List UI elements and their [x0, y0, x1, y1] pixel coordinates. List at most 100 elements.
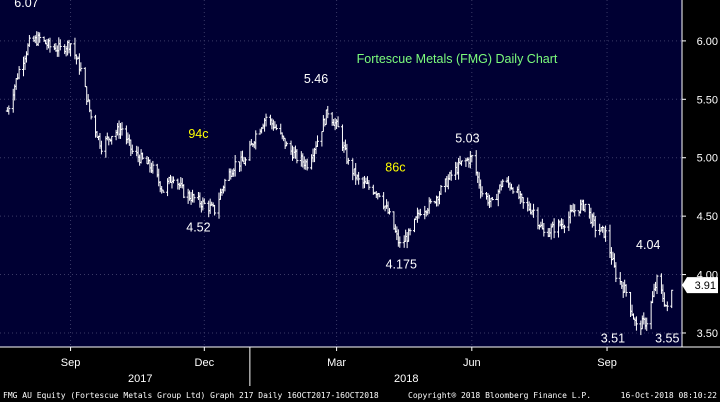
footer-copyright: Copyright® 2018 Bloomberg Finance L.P. [408, 391, 591, 400]
price-bar [274, 124, 278, 131]
y-tick-label: 6.00 [697, 36, 718, 48]
price-bar [336, 116, 340, 128]
footer-bar [0, 386, 720, 402]
price-bar [120, 122, 124, 136]
price-bar [562, 224, 566, 234]
price-bar [614, 262, 618, 283]
price-bar [542, 222, 546, 237]
price-bar [69, 43, 73, 57]
last-price-marker: 3.91 [682, 277, 718, 294]
price-bar [429, 198, 433, 204]
price-bar [418, 208, 422, 216]
price-bar [27, 34, 31, 47]
x-tick-label: Dec [195, 357, 215, 369]
price-bar [655, 274, 659, 295]
price-bar [17, 66, 21, 80]
price-bar [285, 141, 289, 147]
x-tick-label: Mar [327, 357, 346, 369]
x-axis-ticks: Sep Dec Mar Jun Sep [61, 347, 617, 369]
price-bar [182, 184, 186, 199]
price-bar [141, 152, 145, 160]
price-bar [151, 160, 155, 174]
price-bar [388, 208, 392, 215]
annotation-label: 4.175 [386, 258, 417, 272]
price-bar [58, 39, 62, 51]
price-bar [573, 204, 577, 217]
price-bar [38, 32, 42, 43]
price-bar [233, 155, 237, 177]
price-bar [624, 284, 628, 297]
year-label: 2017 [128, 373, 152, 385]
year-labels: 2017 2018 [128, 347, 418, 386]
plot-background [0, 0, 682, 347]
price-bar [665, 301, 669, 312]
price-bar [161, 189, 165, 193]
price-bar [213, 204, 217, 216]
annotation-label: 5.03 [455, 132, 479, 146]
price-bar [79, 62, 83, 72]
year-label: 2018 [394, 373, 418, 385]
price-bar [490, 197, 494, 201]
price-bar [315, 135, 319, 147]
price-bar [377, 193, 381, 198]
price-bar [532, 203, 536, 218]
price-bar [511, 187, 515, 194]
price-bar [480, 186, 484, 197]
footer-timestamp: 16-Oct-2018 08:10:22 [621, 391, 718, 400]
last-price-label: 3.91 [695, 280, 716, 292]
price-bar [670, 289, 674, 309]
annotation-label: 86c [385, 161, 405, 175]
price-bar [171, 176, 175, 184]
annotation-label: 3.51 [601, 331, 625, 345]
price-bar [110, 135, 114, 145]
price-bar [254, 130, 258, 150]
annotation-label: 6.07 [14, 0, 38, 10]
price-bar [202, 198, 206, 204]
price-bar [243, 157, 247, 166]
price-bar [398, 236, 402, 248]
price-bar [408, 228, 412, 236]
price-bar [634, 316, 638, 331]
price-bar [7, 105, 11, 115]
footer-left: FMG AU Equity (Fortescue Metals Group Lt… [3, 391, 379, 400]
price-bar [521, 197, 525, 209]
y-axis-background [682, 0, 720, 347]
annotation-label: 94c [188, 127, 208, 141]
price-bar [367, 179, 371, 190]
price-bar [264, 113, 268, 127]
price-bars [5, 31, 674, 336]
price-bar [645, 317, 649, 331]
y-tick-label: 5.50 [697, 94, 718, 106]
price-bar [583, 203, 587, 213]
price-bar [326, 105, 330, 119]
price-bar [48, 37, 52, 53]
x-tick-label: Sep [597, 357, 617, 369]
price-bar [593, 216, 597, 238]
price-bar [223, 178, 227, 192]
annotation-label: 3.55 [655, 331, 679, 345]
x-tick-label: Sep [61, 357, 81, 369]
annotation-label: 4.52 [186, 220, 210, 234]
price-bar [604, 225, 608, 242]
chart-title: Fortescue Metals (FMG) Daily Chart [357, 52, 558, 66]
last-price-tag [682, 277, 718, 294]
price-annotations: 6.07 5.46 5.03 4.52 4.175 4.04 3.51 3.55 94c 86c [14, 0, 679, 345]
price-bar [357, 171, 361, 185]
price-bar [305, 158, 309, 171]
y-tick-label: 4.50 [697, 211, 718, 223]
price-bar [192, 193, 196, 203]
price-bar [501, 179, 505, 188]
price-bar [449, 170, 453, 181]
price-bar [130, 144, 134, 155]
price-bar [552, 218, 556, 239]
x-tick-label: Jun [463, 357, 481, 369]
price-bar [439, 184, 443, 195]
price-bar [346, 158, 350, 165]
price-bar [470, 154, 474, 163]
y-tick-label: 5.00 [697, 153, 718, 165]
y-tick-label: 3.50 [697, 328, 718, 340]
y-axis-ticks: 3.504.004.505.005.506.00 [682, 36, 718, 340]
price-bar [99, 140, 103, 155]
